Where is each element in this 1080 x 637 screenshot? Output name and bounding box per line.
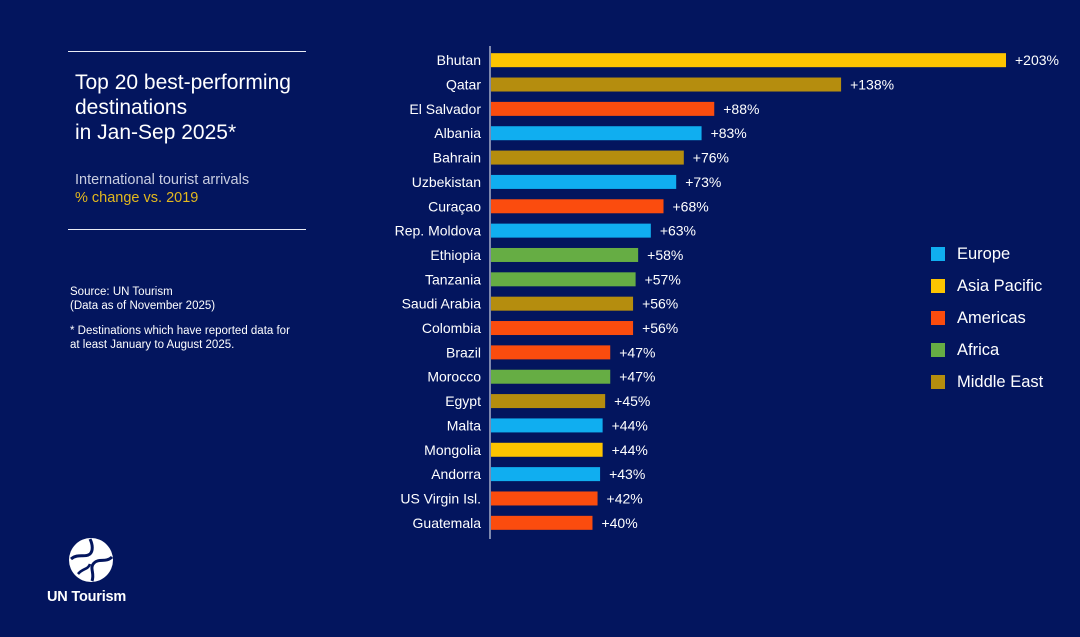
value-label-morocco: +47% — [619, 369, 655, 385]
bar-colombia — [491, 321, 634, 336]
bar-malta — [491, 418, 603, 433]
category-label-albania: Albania — [434, 125, 481, 141]
category-label-brazil: Brazil — [446, 344, 481, 360]
footnote-line-1: * Destinations which have reported data … — [70, 325, 290, 337]
source-line-2: (Data as of November 2025) — [70, 300, 216, 312]
legend: Europe Asia Pacific Americas Africa Midd… — [931, 238, 1043, 398]
value-label-el-salvador: +88% — [723, 101, 759, 117]
category-label-us-virgin-isl: US Virgin Isl. — [400, 490, 481, 506]
category-label-saudi-arabia: Saudi Arabia — [402, 296, 482, 312]
logo-text: UN Tourism — [47, 589, 127, 605]
value-label-albania: +83% — [711, 125, 747, 141]
title-line-2: destinations — [75, 96, 188, 119]
category-label-colombia: Colombia — [422, 320, 481, 336]
value-label-rep-moldova: +63% — [660, 223, 696, 239]
legend-swatch-americas — [931, 311, 945, 325]
value-label-saudi-arabia: +56% — [642, 296, 678, 312]
bar-ethiopia — [491, 247, 639, 262]
value-label-egypt: +45% — [614, 393, 650, 409]
subtitle-line-2: % change vs. 2019 — [75, 190, 199, 206]
legend-label-asia-pacific: Asia Pacific — [957, 276, 1043, 295]
value-label-us-virgin-isl: +42% — [607, 490, 643, 506]
value-label-colombia: +56% — [642, 320, 678, 336]
source-note: Source: UN Tourism (Data as of November … — [70, 285, 330, 313]
category-label-bahrain: Bahrain — [433, 150, 481, 166]
bar-albania — [491, 126, 702, 141]
legend-swatch-europe — [931, 247, 945, 261]
category-label-malta: Malta — [447, 417, 481, 433]
value-label-guatemala: +40% — [601, 515, 637, 531]
bar-us-virgin-isl — [491, 491, 598, 506]
bar-tanzania — [491, 272, 636, 287]
bar-guatemala — [491, 515, 593, 530]
bar-saudi-arabia — [491, 296, 634, 311]
value-label-qatar: +138% — [850, 77, 894, 93]
legend-label-africa: Africa — [957, 340, 1000, 359]
legend-item-africa: Africa — [931, 334, 1043, 366]
value-label-malta: +44% — [612, 417, 648, 433]
title-line-3: in Jan-Sep 2025* — [75, 121, 237, 144]
value-label-tanzania: +57% — [645, 271, 681, 287]
legend-swatch-africa — [931, 343, 945, 357]
value-label-brazil: +47% — [619, 344, 655, 360]
category-label-rep-moldova: Rep. Moldova — [395, 223, 482, 239]
legend-item-asia-pacific: Asia Pacific — [931, 270, 1043, 302]
category-label-uzbekistan: Uzbekistan — [412, 174, 481, 190]
value-label-uzbekistan: +73% — [685, 174, 721, 190]
category-label-bhutan: Bhutan — [437, 52, 481, 68]
bar-mongolia — [491, 442, 603, 457]
value-label-bahrain: +76% — [693, 150, 729, 166]
un-tourism-emblem-icon — [69, 538, 114, 582]
bar-brazil — [491, 345, 611, 360]
source-line-1: Source: UN Tourism — [70, 286, 173, 298]
bar-qatar — [491, 77, 842, 92]
legend-item-middle-east: Middle East — [931, 366, 1043, 398]
bar-uzbekistan — [491, 174, 677, 189]
footnote: * Destinations which have reported data … — [70, 324, 320, 352]
legend-item-americas: Americas — [931, 302, 1043, 334]
legend-label-americas: Americas — [957, 308, 1026, 327]
value-label-bhutan: +203% — [1015, 52, 1059, 68]
category-label-tanzania: Tanzania — [425, 271, 481, 287]
footnote-line-2: at least January to August 2025. — [70, 339, 235, 351]
category-label-ethiopia: Ethiopia — [430, 247, 481, 263]
legend-label-europe: Europe — [957, 244, 1011, 263]
legend-item-europe: Europe — [931, 238, 1043, 270]
value-label-ethiopia: +58% — [647, 247, 683, 263]
bar-el-salvador — [491, 101, 715, 116]
category-label-egypt: Egypt — [445, 393, 481, 409]
category-label-morocco: Morocco — [427, 369, 481, 385]
bar-cura-ao — [491, 199, 664, 214]
bar-morocco — [491, 369, 611, 384]
bar-andorra — [491, 467, 601, 482]
chart-subtitle: International tourist arrivals % change … — [75, 171, 249, 207]
title-line-1: Top 20 best-performing — [75, 71, 291, 94]
value-label-cura-ao: +68% — [673, 198, 709, 214]
bar-egypt — [491, 394, 606, 409]
subtitle-line-1: International tourist arrivals — [75, 172, 250, 188]
un-tourism-logo: UN Tourism — [46, 537, 146, 605]
category-label-cura-ao: Curaçao — [428, 198, 481, 214]
chart-title: Top 20 best-performing destinations in J… — [75, 70, 315, 145]
category-label-andorra: Andorra — [431, 466, 481, 482]
category-label-qatar: Qatar — [446, 77, 481, 93]
legend-label-middle-east: Middle East — [957, 372, 1044, 391]
legend-swatch-asia-pacific — [931, 279, 945, 293]
category-label-guatemala: Guatemala — [413, 515, 482, 531]
bar-bahrain — [491, 150, 684, 165]
category-label-mongolia: Mongolia — [424, 442, 481, 458]
value-label-andorra: +43% — [609, 466, 645, 482]
value-label-mongolia: +44% — [612, 442, 648, 458]
legend-swatch-middle-east — [931, 375, 945, 389]
bar-rep-moldova — [491, 223, 651, 238]
bottom-divider — [68, 229, 306, 230]
top-divider — [68, 51, 306, 52]
category-label-el-salvador: El Salvador — [409, 101, 481, 117]
bar-bhutan — [491, 53, 1006, 68]
